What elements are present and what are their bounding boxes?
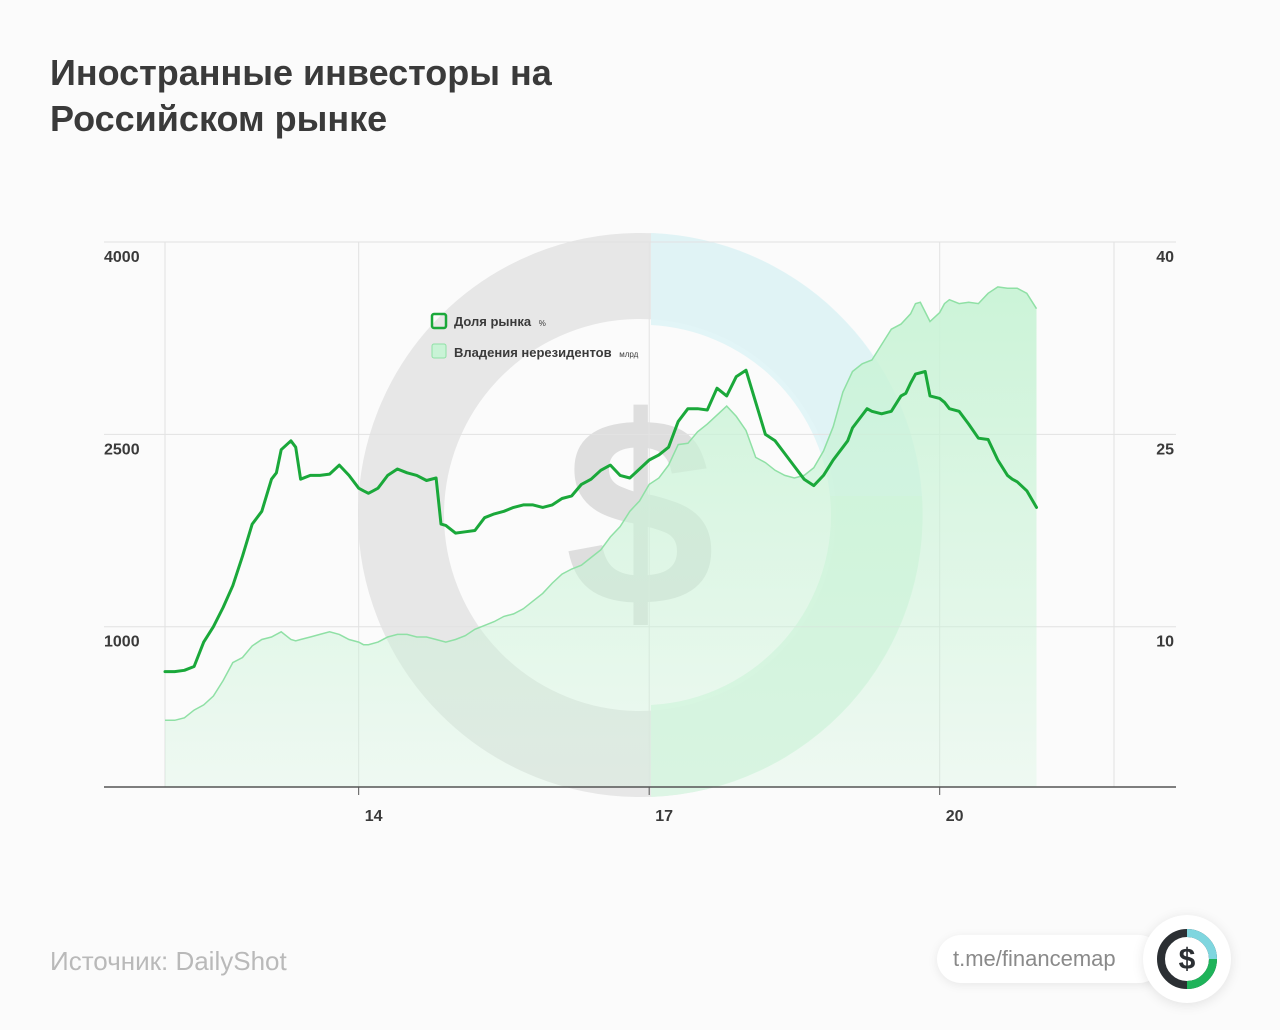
tick-labels: 4000 40 2500 25 1000 10 14 17 20 [104, 249, 1174, 825]
x-tick-label: 17 [655, 808, 673, 825]
y-left-tick-label: 2500 [104, 441, 140, 458]
y-left-tick-label: 1000 [104, 634, 140, 651]
legend-area-name: Владения нерезидентов [454, 345, 612, 360]
dollar-logo-icon: $ [1157, 929, 1217, 989]
x-tick-label: 14 [365, 808, 383, 825]
y-right-tick-label: 10 [1156, 634, 1174, 651]
line-series [163, 368, 1038, 674]
y-right-tick-label: 40 [1156, 249, 1174, 266]
brand-link-text[interactable]: t.me/financemap [953, 946, 1116, 971]
chart-title: Иностранные инвесторы на Российском рынк… [50, 50, 690, 142]
area-series-outline [165, 286, 1038, 722]
brand-link[interactable]: t.me/financemap [937, 935, 1163, 983]
legend-line-label: Доля рынка % [454, 314, 546, 329]
legend: Доля рынка % Владения нерезидентов млрд [430, 312, 639, 360]
legend-line-swatch [430, 312, 448, 330]
source-note: Источник: DailyShot [50, 946, 287, 976]
x-tick-label: 20 [946, 808, 964, 825]
area-layer [165, 286, 1038, 787]
y-left-tick-label: 4000 [104, 249, 140, 266]
area-series-fill [165, 286, 1037, 787]
brand-logo[interactable]: $ [1143, 915, 1231, 1003]
legend-area-unit: млрд [619, 350, 638, 359]
legend-line-unit: % [539, 319, 546, 328]
chart-title-line-2: Российском рынке [50, 98, 388, 139]
legend-area-label: Владения нерезидентов млрд [454, 345, 639, 360]
logo-dollar-symbol: $ [1179, 943, 1196, 976]
legend-line-name: Доля рынка [454, 314, 532, 329]
y-right-tick-label: 25 [1156, 441, 1174, 458]
legend-area-swatch [431, 343, 447, 359]
line-layer [163, 368, 1038, 674]
chart-title-line-1: Иностранные инвесторы на [50, 52, 552, 93]
